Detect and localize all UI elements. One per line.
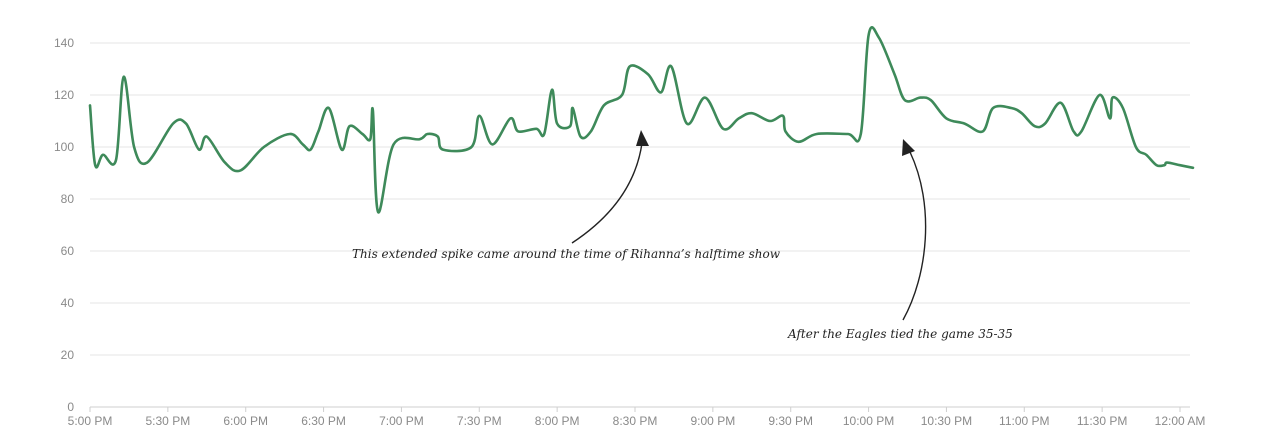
x-tick-label: 7:00 PM (379, 414, 424, 428)
x-tick-label: 5:30 PM (146, 414, 191, 428)
x-tick-label: 10:30 PM (921, 414, 972, 428)
x-tick-label: 6:00 PM (223, 414, 268, 428)
x-tick-label: 9:00 PM (691, 414, 736, 428)
annotation-eagles-text: After the Eagles tied the game 35-35 (787, 327, 1013, 341)
x-tick-label: 6:30 PM (301, 414, 346, 428)
annotation-halftime-text: This extended spike came around the time… (352, 247, 781, 261)
annotation-arrow-halftime (571, 142, 643, 244)
x-tick-label: 7:30 PM (457, 414, 502, 428)
x-tick-label: 9:30 PM (768, 414, 813, 428)
y-tick-label: 120 (54, 88, 74, 102)
arrow-head-halftime (636, 130, 649, 146)
y-tick-label: 140 (54, 36, 74, 50)
x-tick-label: 10:00 PM (843, 414, 894, 428)
y-tick-label: 60 (61, 244, 75, 258)
annotation-halftime: This extended spike came around the time… (352, 130, 781, 261)
x-axis: 5:00 PM 5:30 PM 6:00 PM 6:30 PM 7:00 PM 7:30 … (68, 407, 1206, 428)
series-line (88, 25, 1195, 214)
annotation-arrow-eagles (902, 151, 927, 321)
annotation-eagles: After the Eagles tied the game 35-35 (787, 139, 1013, 341)
y-tick-label: 100 (54, 140, 74, 154)
x-tick-label: 8:30 PM (613, 414, 658, 428)
x-tick-label: 5:00 PM (68, 414, 113, 428)
arrow-head-eagles (902, 139, 915, 156)
y-tick-label: 0 (67, 400, 74, 414)
y-tick-label: 40 (61, 296, 75, 310)
y-tick-label: 80 (61, 192, 75, 206)
x-tick-label: 8:00 PM (535, 414, 580, 428)
y-axis: 0 20 40 60 80 100 120 140 (54, 36, 74, 414)
x-tick-label: 12:00 AM (1155, 414, 1206, 428)
x-tick-label: 11:30 PM (1077, 414, 1127, 428)
gridlines (90, 42, 1190, 408)
y-tick-label: 20 (61, 348, 75, 362)
x-tick-label: 11:00 PM (999, 414, 1049, 428)
